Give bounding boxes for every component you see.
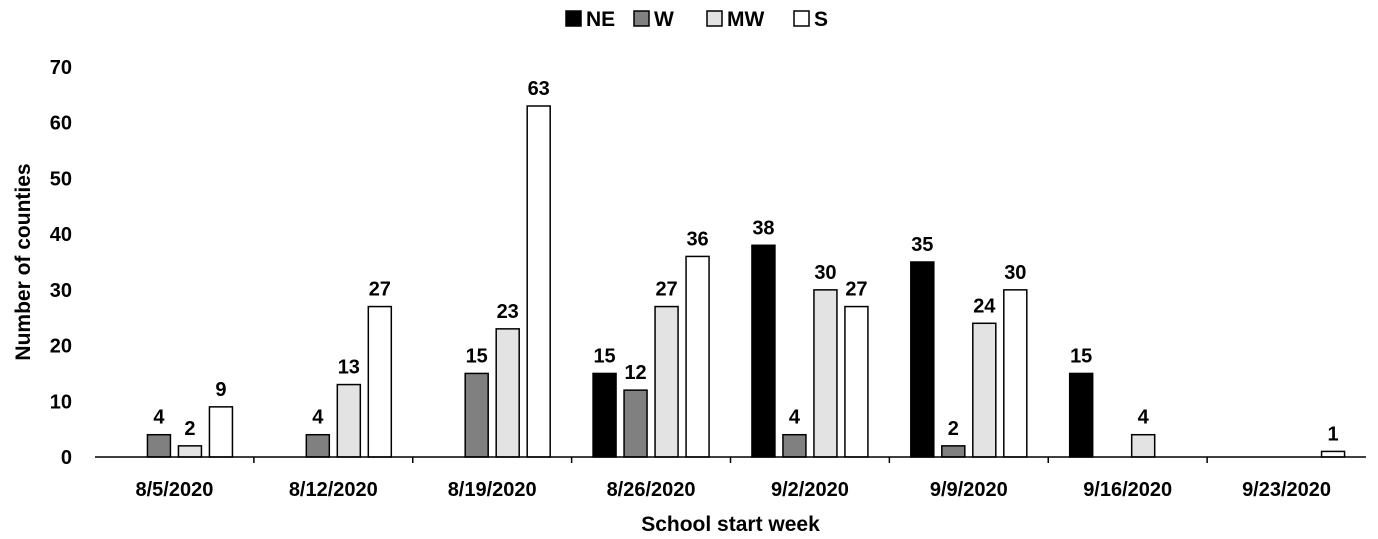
bar-w [305, 433, 331, 458]
bar-ne [592, 372, 617, 458]
y-axis: 0 10 20 30 40 50 60 70 [50, 57, 72, 469]
bar-s [526, 105, 551, 458]
bar-w [464, 372, 489, 458]
y-tick-label: 70 [50, 57, 72, 79]
bar-s [844, 305, 869, 458]
data-label: 2 [948, 418, 959, 440]
bar-s [367, 305, 393, 458]
x-tick-label: 8/12/2020 [289, 479, 378, 501]
y-tick-label: 10 [50, 391, 72, 413]
data-label: 30 [1004, 262, 1026, 284]
data-label: 23 [497, 301, 519, 323]
data-label: 2 [184, 418, 195, 440]
bar-w [782, 433, 807, 458]
bar-mw [495, 328, 520, 458]
data-label: 36 [686, 228, 708, 250]
legend-swatch-mw [706, 10, 723, 27]
x-tick-label: 8/5/2020 [136, 479, 214, 501]
legend-swatch-s [793, 10, 810, 27]
bar-mw [972, 322, 997, 458]
bar-mw [177, 445, 203, 458]
data-label: 4 [789, 407, 801, 429]
legend-label-mw: MW [727, 8, 764, 31]
bar-mw [1130, 433, 1156, 458]
bar-s [1320, 450, 1346, 458]
bar-ne [910, 261, 935, 458]
data-label: 12 [624, 362, 646, 384]
bar-mw [336, 383, 362, 458]
bar-mw [813, 289, 838, 458]
x-tick-label: 9/2/2020 [771, 479, 849, 501]
data-label: 9 [215, 379, 226, 401]
legend-swatch-w [633, 10, 650, 27]
data-label: 4 [153, 407, 165, 429]
chart-legend: NE W MW S [565, 8, 828, 31]
y-tick-label: 50 [50, 168, 72, 190]
x-axis-title: School start week [641, 513, 820, 536]
data-label: 63 [528, 78, 550, 100]
data-label: 15 [1070, 345, 1092, 367]
bar-s [685, 255, 710, 458]
legend-label-ne: NE [586, 8, 615, 31]
y-tick-label: 60 [50, 113, 72, 135]
legend-swatch-ne [565, 10, 582, 27]
data-label: 15 [466, 345, 488, 367]
x-tick-label: 8/26/2020 [607, 479, 696, 501]
data-label: 4 [312, 407, 324, 429]
data-label: 27 [369, 279, 391, 301]
data-label: 27 [845, 279, 867, 301]
data-label: 15 [593, 345, 615, 367]
y-tick-label: 40 [50, 224, 72, 246]
data-label: 38 [752, 217, 774, 239]
bar-mw [654, 305, 679, 458]
bar-s [1003, 289, 1028, 458]
x-tick-label: 9/23/2020 [1242, 479, 1331, 501]
legend-label-s: S [814, 8, 828, 31]
bar-s [208, 406, 234, 458]
y-tick-label: 20 [50, 336, 72, 358]
data-label: 24 [973, 295, 996, 317]
y-axis-title: Number of counties [12, 163, 35, 360]
data-label: 13 [338, 357, 360, 379]
bar-ne [751, 244, 776, 458]
y-tick-label: 0 [61, 447, 72, 469]
bar-w [146, 433, 172, 458]
bar-w [623, 389, 648, 458]
data-label: 4 [1138, 407, 1150, 429]
x-axis: 8/5/2020 8/12/2020 8/19/2020 8/26/2020 9/2/2… [95, 456, 1366, 501]
x-tick-label: 9/16/2020 [1083, 479, 1172, 501]
bar-ne [1068, 372, 1094, 458]
data-label: 30 [814, 262, 836, 284]
legend-label-w: W [654, 8, 674, 31]
y-tick-label: 30 [50, 280, 72, 302]
bar-w [941, 445, 966, 458]
data-label: 27 [655, 279, 677, 301]
x-tick-label: 8/19/2020 [448, 479, 537, 501]
bar-series-group [146, 105, 1346, 458]
data-label: 35 [911, 234, 933, 256]
data-label: 1 [1328, 423, 1339, 445]
x-tick-label: 9/9/2020 [930, 479, 1008, 501]
